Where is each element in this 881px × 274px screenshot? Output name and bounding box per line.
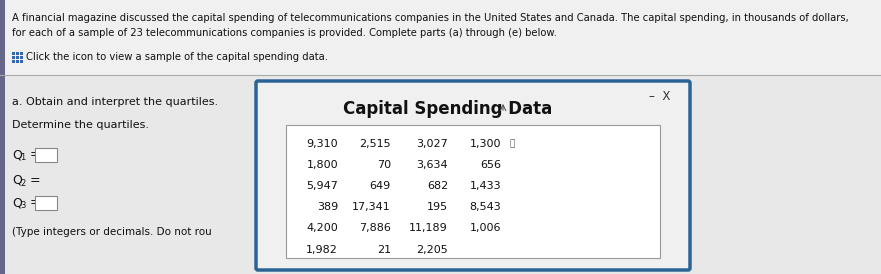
Bar	[16, 56, 19, 59]
Text: Q: Q	[12, 149, 22, 161]
Text: 1,006: 1,006	[470, 223, 501, 233]
Text: 649: 649	[370, 181, 391, 191]
Text: =: =	[26, 173, 41, 187]
Bar	[12, 56, 15, 59]
Bar	[16, 52, 19, 55]
Text: 11,189: 11,189	[410, 223, 448, 233]
Text: ⎗: ⎗	[509, 139, 515, 148]
Text: 2: 2	[20, 178, 26, 187]
Bar	[286, 125, 660, 258]
Text: 1,433: 1,433	[470, 181, 501, 191]
Text: 21: 21	[377, 245, 391, 255]
Text: 682: 682	[426, 181, 448, 191]
Text: =: =	[26, 196, 41, 210]
Bar	[20, 52, 23, 55]
Bar	[0, 75, 881, 274]
Bar	[35, 196, 57, 210]
Text: a. Obtain and interpret the quartiles.: a. Obtain and interpret the quartiles.	[12, 97, 218, 107]
Text: 1,982: 1,982	[306, 245, 338, 255]
Text: Determine the quartiles.: Determine the quartiles.	[12, 120, 149, 130]
Bar	[12, 52, 15, 55]
Bar	[16, 60, 19, 63]
Text: 4,200: 4,200	[307, 223, 338, 233]
Text: Q: Q	[12, 196, 22, 210]
Bar	[12, 60, 15, 63]
Text: for each of a sample of 23 telecommunications companies is provided. Complete pa: for each of a sample of 23 telecommunica…	[12, 28, 557, 38]
Text: 17,341: 17,341	[352, 202, 391, 212]
Text: 3: 3	[20, 201, 26, 210]
Text: Click the icon to view a sample of the capital spending data.: Click the icon to view a sample of the c…	[26, 52, 328, 62]
Text: 1: 1	[20, 153, 26, 162]
Bar	[0, 0, 881, 75]
Text: 3,634: 3,634	[417, 160, 448, 170]
Text: 70: 70	[377, 160, 391, 170]
Bar	[20, 56, 23, 59]
Text: Q: Q	[12, 173, 22, 187]
Text: 8,543: 8,543	[470, 202, 501, 212]
Text: A financial magazine discussed the capital spending of telecommunications compan: A financial magazine discussed the capit…	[12, 13, 848, 23]
Text: =: =	[26, 149, 41, 161]
Text: 5,947: 5,947	[306, 181, 338, 191]
Text: 2,205: 2,205	[416, 245, 448, 255]
Text: 7,886: 7,886	[359, 223, 391, 233]
Bar	[20, 60, 23, 63]
Text: 389: 389	[317, 202, 338, 212]
Text: 1,300: 1,300	[470, 139, 501, 149]
Text: (Type integers or decimals. Do not rou: (Type integers or decimals. Do not rou	[12, 227, 211, 237]
Text: –  X: – X	[648, 90, 670, 104]
Bar	[35, 148, 57, 162]
Text: 3,027: 3,027	[416, 139, 448, 149]
Text: 1,800: 1,800	[307, 160, 338, 170]
Text: 656: 656	[480, 160, 501, 170]
Text: 9,310: 9,310	[307, 139, 338, 149]
Bar	[0, 0, 5, 274]
Text: Capital Spending Data: Capital Spending Data	[344, 100, 552, 118]
Text: 195: 195	[427, 202, 448, 212]
FancyBboxPatch shape	[256, 81, 690, 270]
Text: 2,515: 2,515	[359, 139, 391, 149]
